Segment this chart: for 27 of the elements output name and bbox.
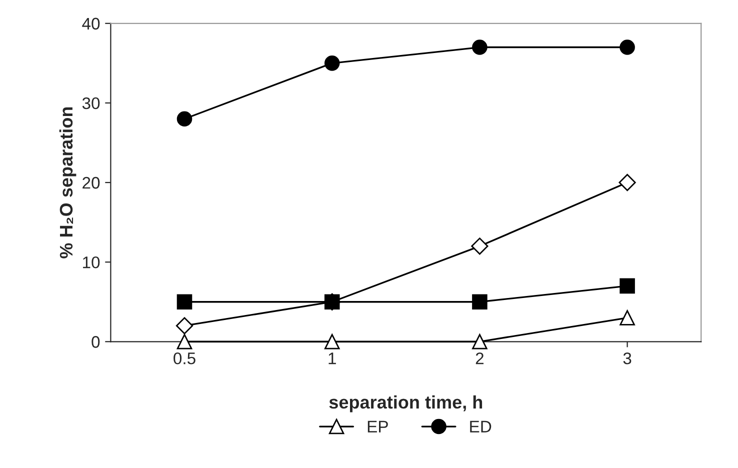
point <box>176 294 192 310</box>
point <box>618 174 636 192</box>
point <box>472 40 488 55</box>
point <box>176 334 192 350</box>
point <box>324 56 340 71</box>
x-tick-label: 3 <box>623 352 632 364</box>
y-tick-label: 40 <box>82 18 100 30</box>
x-tick-label: 2 <box>476 352 484 364</box>
point <box>620 278 635 294</box>
point <box>471 238 488 255</box>
point <box>472 334 488 350</box>
x-tick-label: 0.5 <box>174 352 196 364</box>
y-tick-label: 0 <box>92 336 100 348</box>
x-axis-title: separation time, h <box>329 395 482 412</box>
y-tick-label: 10 <box>83 256 100 268</box>
legend-label: EP <box>368 420 388 432</box>
point <box>324 334 340 350</box>
y-tick-label: 30 <box>82 97 100 110</box>
point <box>176 317 194 334</box>
y-axis-title: % H₂O separation <box>59 107 76 258</box>
point <box>620 40 635 55</box>
x-tick-label: 1 <box>328 352 336 364</box>
legend-label: ED <box>470 420 492 432</box>
point <box>176 111 192 127</box>
y-tick-label: 20 <box>82 176 100 189</box>
point <box>472 294 488 310</box>
point <box>620 310 635 326</box>
